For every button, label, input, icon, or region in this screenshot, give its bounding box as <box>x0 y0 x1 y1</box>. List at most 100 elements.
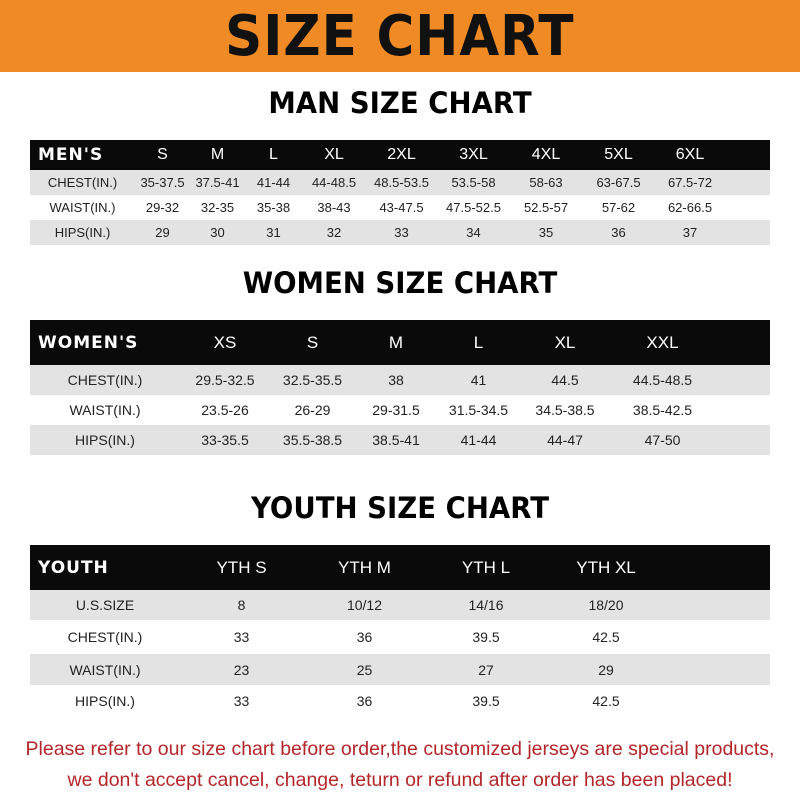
table-cell: XS <box>213 332 237 352</box>
table-row: HIPS(IN.) 33-35.5 35.5-38.5 38.5-41 41-44 44-… <box>30 425 770 455</box>
table-cell: 29-31.5 <box>372 402 420 418</box>
table-cell: 36 <box>356 629 373 645</box>
table-cell: 23.5-26 <box>201 402 249 418</box>
table-cell: 39.5 <box>472 692 500 709</box>
table-cell: XL <box>554 332 576 352</box>
table-cell: 35.5-38.5 <box>282 432 343 448</box>
table-cell: 34 <box>466 225 481 240</box>
table-cell: 29 <box>155 225 170 240</box>
row-label: HIPS(IN.) <box>75 692 135 709</box>
table-cell: 30 <box>210 225 225 240</box>
table-row: WAIST(IN.) 23.5-26 26-29 29-31.5 31.5-34.5 34… <box>30 395 770 425</box>
row-label: CHEST(IN.) <box>47 175 118 190</box>
table-cell: 43-47.5 <box>379 200 424 215</box>
table-cell: 42.5 <box>592 692 620 709</box>
table-cell: 37.5-41 <box>195 175 240 190</box>
table-cell: 4XL <box>531 146 561 163</box>
table-cell: XL <box>324 146 344 163</box>
table-cell: S <box>157 146 168 163</box>
table-cell: 8 <box>237 597 246 613</box>
table-cell: 10/12 <box>346 597 383 613</box>
table-cell: 38.5-41 <box>372 432 420 448</box>
table-cell: 29 <box>598 661 614 678</box>
table-cell: 52.5-57 <box>523 200 569 215</box>
table-row: HIPS(IN.) 29 30 31 32 33 34 35 36 37 <box>30 220 770 245</box>
table-cell: 23 <box>233 661 250 678</box>
table-cell: 33-35.5 <box>201 432 249 448</box>
table-header-row: YOUTH YTH S YTH M YTH L YTH XL <box>30 545 770 590</box>
table-cell: 44.5-48.5 <box>632 372 693 388</box>
table-cell: S <box>306 332 319 352</box>
row-label: WAIST(IN.) <box>49 200 116 215</box>
table-cell: XXL <box>646 332 679 352</box>
table-cell: L <box>473 332 484 352</box>
table-cell: M <box>388 332 404 352</box>
table-cell: YTH L <box>461 557 511 577</box>
table-cell: 35 <box>538 225 554 240</box>
table-cell: YTH S <box>216 557 267 577</box>
table-cell: 3XL <box>459 146 488 163</box>
table-cell: 35-37.5 <box>140 175 185 190</box>
table-cell: 36 <box>611 225 626 240</box>
page-title: SIZE CHART <box>225 3 575 69</box>
table-cell: 44.5 <box>551 372 579 388</box>
table-cell: 39.5 <box>472 629 500 645</box>
table-cell: 26-29 <box>294 402 331 418</box>
table-cell: 27 <box>478 661 494 678</box>
table-cell: 58-63 <box>529 175 563 190</box>
table-cell: 32 <box>326 225 342 240</box>
table-header-row: MEN'S S M L XL 2XL 3XL 4XL 5XL 6XL <box>30 140 770 170</box>
row-label: HIPS(IN.) <box>75 432 135 448</box>
row-label: HIPS(IN.) <box>54 225 111 240</box>
men-size-table: MEN'S S M L XL 2XL 3XL 4XL 5XL 6XL CHEST(IN.) 35-37… <box>30 140 770 245</box>
table-cell: 33 <box>233 692 250 709</box>
table-cell: 14/16 <box>468 597 504 613</box>
table-cell: 33 <box>394 225 409 240</box>
table-cell: M <box>210 146 225 163</box>
table-cell: 32.5-35.5 <box>282 372 343 388</box>
table-cell: 31 <box>266 225 281 240</box>
table-cell: 36 <box>356 692 373 709</box>
table-cell: YTH XL <box>576 557 636 577</box>
table-cell: 2XL <box>387 146 416 163</box>
table-cell: 25 <box>356 661 373 678</box>
table-cell: 53.5-58 <box>451 175 496 190</box>
table-cell: 42.5 <box>592 629 620 645</box>
row-label: WOMEN'S <box>38 332 139 353</box>
table-cell: 29-32 <box>145 200 180 215</box>
table-cell: 6XL <box>675 146 705 163</box>
table-row: HIPS(IN.) 33 36 39.5 42.5 <box>30 685 770 716</box>
table-cell: 47.5-52.5 <box>446 200 501 215</box>
table-cell: 37 <box>682 225 698 240</box>
table-cell: 67.5-72 <box>667 175 713 190</box>
table-cell: 44-48.5 <box>311 175 357 190</box>
table-header-row: WOMEN'S XS S M L XL XXL <box>30 320 770 365</box>
table-cell: 41-44 <box>460 432 497 448</box>
table-cell: 62-66.5 <box>667 200 713 215</box>
table-row: CHEST(IN.) 29.5-32.5 32.5-35.5 38 41 44.5 44.5… <box>30 365 770 395</box>
table-cell: 29.5-32.5 <box>195 372 255 388</box>
table-cell: 48.5-53.5 <box>374 175 429 190</box>
table-cell: 41 <box>470 372 487 388</box>
women-heading: WOMEN SIZE CHART <box>242 266 558 300</box>
table-row: CHEST(IN.) 33 36 39.5 42.5 <box>30 620 770 654</box>
table-cell: 34.5-38.5 <box>535 402 595 418</box>
table-cell: 38.5-42.5 <box>632 402 693 418</box>
table-cell: 41-44 <box>256 175 291 190</box>
row-label: WAIST(IN.) <box>69 402 141 418</box>
table-cell: YTH M <box>338 557 391 577</box>
table-cell: 32-35 <box>200 200 235 215</box>
notice-line: Please refer to our size chart before or… <box>25 738 775 760</box>
row-label: YOUTH <box>38 557 109 578</box>
table-cell: 5XL <box>604 146 633 163</box>
table-row: CHEST(IN.) 35-37.5 37.5-41 41-44 44-48.5 48.5… <box>30 170 770 195</box>
table-cell: 18/20 <box>588 597 624 613</box>
table-cell: 38-43 <box>317 200 351 215</box>
youth-heading: YOUTH SIZE CHART <box>250 491 550 525</box>
table-cell: 31.5-34.5 <box>448 402 509 418</box>
men-heading: MAN SIZE CHART <box>268 86 532 120</box>
row-label: CHEST(IN.) <box>67 372 143 388</box>
women-size-table: WOMEN'S XS S M L XL XXL CHEST(IN.) 29.5-32.5 32.5… <box>30 320 770 455</box>
row-label: CHEST(IN.) <box>67 629 143 645</box>
table-cell: 57-62 <box>601 200 636 215</box>
